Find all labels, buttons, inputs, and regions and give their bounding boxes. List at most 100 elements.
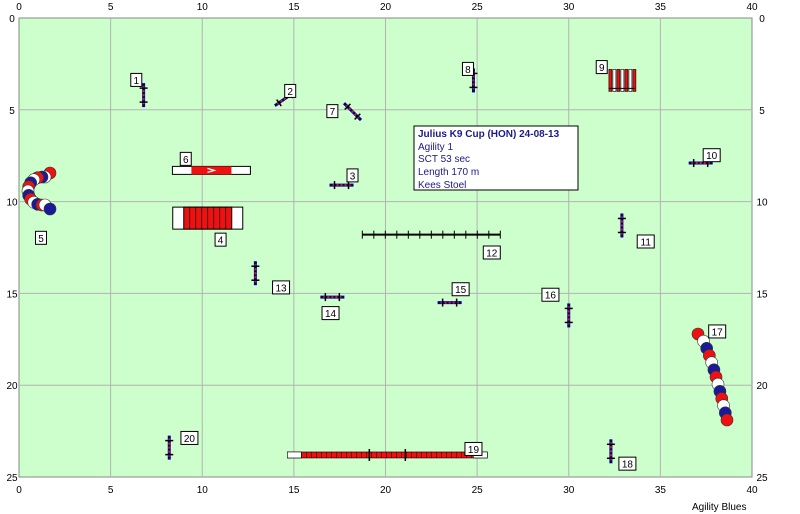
obstacle-number-box	[34, 230, 47, 245]
x-tick-bottom: 10	[197, 485, 209, 496]
tunnel-segment	[43, 202, 57, 216]
x-tick-top: 35	[655, 2, 667, 13]
weave-pole	[632, 69, 637, 92]
obstacle-number-box	[461, 61, 474, 76]
x-tick-bottom: 35	[655, 485, 667, 496]
obstacle-number: 8	[465, 65, 471, 76]
obstacle-number-box	[130, 72, 143, 87]
seesaw-contact	[287, 451, 302, 459]
weave-pole	[624, 69, 629, 92]
x-tick-top: 25	[472, 2, 484, 13]
obstacle-number: 18	[622, 460, 634, 471]
x-tick-bottom: 0	[16, 485, 22, 496]
tire-ring	[191, 166, 232, 175]
obstacle-number: 16	[545, 291, 557, 302]
x-tick-top: 0	[16, 2, 22, 13]
obstacle-number-box	[214, 232, 227, 247]
tire-arrow	[207, 167, 217, 173]
y-tick-left: 20	[6, 381, 18, 392]
course-sct: SCT 53 sec	[418, 154, 470, 165]
obstacle-number: 5	[38, 234, 44, 245]
obstacle-number-box	[702, 148, 721, 163]
course-length: Length 170 m	[418, 167, 479, 178]
weave-pole	[620, 69, 625, 92]
weave-pole	[616, 69, 621, 92]
obstacle-number-box	[541, 287, 560, 302]
jump-14	[320, 293, 345, 302]
obstacle-number: 6	[183, 155, 189, 166]
x-tick-bottom: 5	[108, 485, 114, 496]
y-tick-left: 25	[6, 473, 18, 484]
obstacle-number: 3	[350, 171, 356, 182]
obstacle-number-box	[618, 456, 637, 471]
y-tick-left: 5	[9, 106, 15, 117]
obstacle-number-box	[708, 324, 727, 339]
obstacle-number: 10	[706, 151, 718, 162]
obstacle-number-box	[326, 104, 339, 119]
jump-1	[139, 83, 148, 108]
weave-pole	[608, 69, 613, 92]
obstacle-number-box	[346, 168, 359, 183]
x-tick-top: 10	[197, 2, 209, 13]
seesaw-plank	[287, 451, 488, 459]
course-info-box: Julius K9 Cup (HON) 24-08-13 Agility 1 S…	[413, 125, 579, 191]
course-info-frame	[413, 125, 579, 191]
y-tick-right: 10	[756, 198, 768, 209]
obstacle-number: 17	[712, 327, 724, 338]
obstacle-number: 13	[275, 283, 287, 294]
jump-20	[165, 435, 174, 460]
y-tick-right: 20	[756, 381, 768, 392]
obstacle-number: 1	[133, 76, 139, 87]
obstacle-number-box	[482, 245, 501, 260]
y-tick-right: 5	[759, 106, 765, 117]
jump-post	[276, 99, 282, 107]
jump-7	[342, 102, 363, 122]
obstacle-number-box	[272, 280, 291, 295]
x-tick-top: 40	[746, 2, 758, 13]
obstacle-number-box	[284, 83, 297, 98]
tire-6	[171, 165, 251, 175]
x-tick-top: 20	[380, 2, 392, 13]
jump-post	[344, 103, 351, 111]
weave-pole	[612, 69, 617, 92]
obstacle-number-box	[636, 234, 655, 249]
jump-bar	[345, 104, 360, 119]
grid-lines	[19, 18, 752, 477]
jump-13	[251, 261, 260, 286]
obstacle-number: 9	[599, 63, 605, 74]
y-tick-left: 0	[9, 14, 15, 25]
weave-pole	[628, 69, 633, 92]
obstacle-number: 19	[468, 445, 480, 456]
x-tick-top: 30	[563, 2, 575, 13]
obstacle-number: 2	[287, 87, 293, 98]
obstacle-number: 4	[218, 236, 224, 247]
jump-bar	[276, 92, 293, 105]
dogwalk-12	[361, 230, 501, 239]
obstacle-number: 12	[486, 249, 498, 260]
y-tick-right: 25	[756, 473, 768, 484]
jump-11	[617, 213, 626, 238]
obstacle-number-box	[451, 282, 470, 297]
obstacle-number: 7	[330, 107, 336, 118]
jump-post	[354, 113, 361, 120]
x-tick-bottom: 25	[472, 485, 484, 496]
x-tick-bottom: 40	[746, 485, 758, 496]
obstacle-number-box	[179, 151, 192, 166]
x-tick-top: 15	[288, 2, 300, 13]
tunnel-segment	[720, 413, 734, 427]
curved-tunnel-5	[21, 166, 57, 216]
tunnel-4	[172, 206, 244, 230]
x-tick-top: 5	[108, 2, 114, 13]
jump-3	[329, 181, 354, 190]
y-tick-right: 0	[759, 14, 765, 25]
obstacle-number: 15	[455, 285, 467, 296]
course-title: Julius K9 Cup (HON) 24-08-13	[418, 129, 560, 140]
jump-16	[564, 303, 573, 328]
y-tick-left: 15	[6, 289, 18, 300]
obstacle-number-box	[464, 441, 483, 456]
footer-brand: Agility Blues	[692, 502, 746, 513]
obstacle-number: 14	[325, 309, 337, 320]
x-tick-bottom: 15	[288, 485, 300, 496]
